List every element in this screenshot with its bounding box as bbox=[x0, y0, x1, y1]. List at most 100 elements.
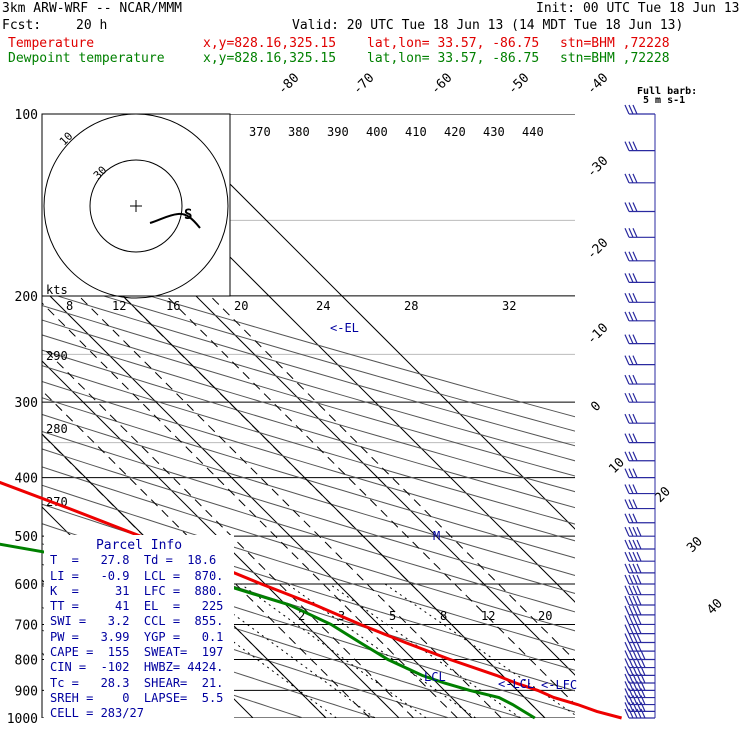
isotherm-label: -80 bbox=[275, 71, 302, 98]
parcel-row: K = 31 LFC = 880. bbox=[50, 583, 224, 598]
hodograph-ring bbox=[43, 113, 229, 299]
wind-barb bbox=[624, 605, 655, 616]
mixing-ratio-line bbox=[329, 583, 521, 718]
isotherm-label: 10 bbox=[606, 455, 628, 477]
pressure-label: 200 bbox=[15, 290, 38, 305]
wind-barb bbox=[624, 526, 655, 537]
wind-barb bbox=[624, 708, 655, 719]
dry-adiabat bbox=[42, 263, 575, 418]
pressure-label: 800 bbox=[15, 653, 38, 668]
isotherm-label: -40 bbox=[584, 71, 611, 98]
fcst-label: Fcst: bbox=[2, 18, 42, 33]
hodograph-kts-label: kts bbox=[46, 283, 68, 297]
mixing-ratio-label: 2 bbox=[298, 609, 305, 623]
theta-label: 290 bbox=[46, 349, 68, 363]
dry-adiabat bbox=[42, 606, 377, 718]
temperature-xy: x,y=828.16,325.15 bbox=[203, 36, 337, 51]
dry-adiabat bbox=[42, 349, 575, 509]
parcel-info-rows: T = 27.8 Td = 18.6 LI = -0.9 LCL = 870. … bbox=[44, 553, 234, 721]
parcel-row: SREH = 0 LAPSE= 5.5 bbox=[50, 690, 224, 705]
theta-label: 440 bbox=[522, 125, 544, 139]
wind-barb bbox=[624, 293, 655, 303]
wind-barb bbox=[624, 539, 655, 550]
model-title: 3km ARW-WRF -- NCAR/MMM bbox=[2, 1, 183, 16]
wind-barb bbox=[624, 173, 655, 184]
lcl-annotation: <-LCL bbox=[498, 677, 534, 691]
dry-adiabat bbox=[42, 466, 575, 632]
dewpoint-xy: x,y=828.16,325.15 bbox=[203, 51, 337, 66]
wind-barb bbox=[624, 202, 655, 213]
theta-label: 280 bbox=[46, 422, 68, 436]
moist-adiabat bbox=[165, 295, 575, 705]
mixing-ratio-line bbox=[240, 583, 427, 718]
isotherm-line bbox=[42, 287, 473, 718]
theta-label: 400 bbox=[366, 125, 388, 139]
pressure-label: 500 bbox=[15, 530, 38, 545]
theta-label: 430 bbox=[483, 125, 505, 139]
parcel-row: CELL = 283/27 bbox=[50, 706, 144, 721]
pressure-label: 600 bbox=[15, 578, 38, 593]
pressure-label: 300 bbox=[15, 396, 38, 411]
wind-speed-label: 28 bbox=[404, 299, 418, 313]
wind-barb bbox=[624, 624, 655, 635]
wind-barb bbox=[624, 141, 655, 152]
lcl-marker-label: LCL bbox=[424, 670, 446, 684]
parcel-row: TT = 41 EL = 225 bbox=[50, 599, 224, 614]
moist-adiabat bbox=[209, 295, 575, 662]
wind-barb bbox=[624, 585, 655, 596]
init-time: Init: 00 UTC Tue 18 Jun 13 bbox=[536, 1, 740, 16]
isotherm-label: 0 bbox=[588, 399, 604, 415]
theta-label: 410 bbox=[405, 125, 427, 139]
wind-speed-label: 20 bbox=[234, 299, 248, 313]
mixing-ratio-line bbox=[155, 583, 337, 718]
parcel-row: Tc = 28.3 SHEAR= 21. bbox=[50, 675, 224, 690]
hodograph-trace bbox=[149, 212, 201, 229]
isotherm-label: -50 bbox=[505, 71, 532, 98]
theta-label: 380 bbox=[288, 125, 310, 139]
m-annotation: M bbox=[433, 529, 440, 543]
dry-adiabat bbox=[42, 430, 575, 594]
dry-adiabat bbox=[42, 276, 575, 432]
wind-barb bbox=[624, 563, 655, 574]
valid-time: Valid: 20 UTC Tue 18 Jun 13 (14 MDT Tue … bbox=[292, 18, 684, 33]
isotherm-label: -30 bbox=[584, 154, 611, 181]
dewpoint-profile bbox=[0, 542, 536, 720]
isotherm-label: -10 bbox=[584, 321, 611, 348]
wind-barb bbox=[624, 273, 655, 283]
wind-barb bbox=[624, 334, 655, 345]
isotherm-label: 30 bbox=[684, 534, 706, 556]
dewpoint-legend: Dewpoint temperature bbox=[8, 51, 165, 66]
mixing-ratio-line bbox=[192, 583, 376, 718]
theta-label: 420 bbox=[444, 125, 466, 139]
mixing-ratio-line bbox=[384, 583, 575, 716]
barb-legend-units: 5 m s-1 bbox=[643, 95, 685, 106]
wind-barb bbox=[624, 484, 655, 495]
dry-adiabat bbox=[42, 563, 523, 718]
pressure-label: 100 bbox=[15, 108, 38, 123]
wind-speed-label: 32 bbox=[502, 299, 516, 313]
isotherm-label: 40 bbox=[704, 596, 726, 618]
mixing-ratio-label: 12 bbox=[481, 609, 495, 623]
storm-motion-marker: S bbox=[184, 207, 192, 223]
wind-barb bbox=[624, 595, 655, 606]
mixing-ratio-label: 8 bbox=[440, 609, 447, 623]
mixing-ratio-line bbox=[287, 583, 476, 718]
wind-barb bbox=[624, 228, 655, 238]
isotherm-line bbox=[42, 360, 400, 718]
mixing-ratio-label: 20 bbox=[538, 609, 552, 623]
theta-label: 370 bbox=[249, 125, 271, 139]
theta-label: 390 bbox=[327, 125, 349, 139]
dry-adiabat bbox=[42, 304, 575, 462]
parcel-row: CIN = -102 HWBZ= 4424. bbox=[50, 660, 224, 675]
parcel-info-title: Parcel Info bbox=[95, 538, 183, 553]
temperature-latlon: lat,lon= 33.57, -86.75 bbox=[367, 36, 540, 51]
wind-barb bbox=[624, 499, 655, 510]
temperature-stn: stn=BHM ,72228 bbox=[560, 36, 670, 51]
dry-adiabat bbox=[42, 334, 575, 493]
wind-barb bbox=[624, 374, 655, 385]
mixing-ratio-label: 5 bbox=[389, 609, 396, 623]
wind-barb bbox=[624, 392, 655, 403]
parcel-info-box: Parcel Info T = 27.8 Td = 18.6 LI = -0.9… bbox=[44, 535, 234, 723]
isotherm-line bbox=[159, 114, 575, 530]
wind-speed-label: 16 bbox=[166, 299, 180, 313]
